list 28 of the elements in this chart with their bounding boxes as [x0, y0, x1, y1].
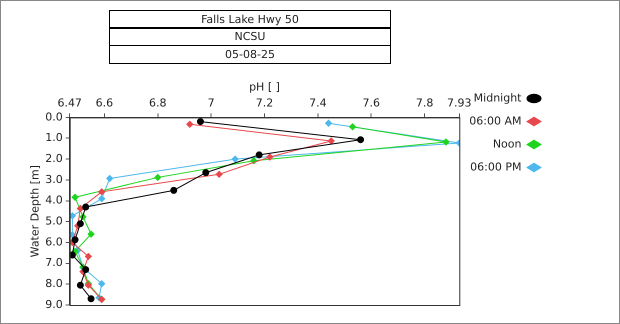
x-tick-label: 7.2	[256, 96, 274, 110]
text: 05-08-25	[109, 44, 391, 64]
x-tick-label: 6.47	[57, 96, 82, 110]
y-tick-label: 2.0	[45, 152, 63, 165]
x-tick-label: 7	[208, 96, 215, 110]
y-tick-label: 6.0	[45, 235, 63, 248]
legend-label: 06:00 AM	[469, 114, 522, 128]
legend-label: Noon	[492, 137, 522, 150]
x-tick-label: 6.8	[149, 96, 167, 110]
chart-title: Falls Lake Hwy 50	[109, 10, 391, 28]
y-axis-title: Water Depth [m]	[28, 165, 42, 258]
x-tick-label: 7.93	[447, 96, 472, 110]
x-axis-title: pH [ ]	[249, 80, 280, 94]
legend-label: 06:00 PM	[470, 160, 522, 174]
y-tick-label: 7.0	[45, 256, 63, 270]
y-tick-label: 4.0	[45, 194, 63, 207]
x-tick-label: 7.8	[416, 96, 434, 110]
y-tick-label: 3.0	[45, 172, 63, 186]
y-tick-label: 5.0	[45, 214, 63, 228]
y-tick-label: 9.0	[45, 298, 63, 311]
chart-subtitle: NCSU	[109, 27, 391, 46]
legend-label: Midnight	[474, 91, 522, 104]
x-tick-label: 7.6	[362, 96, 380, 110]
x-tick-label: 7.4	[309, 96, 327, 110]
x-tick-label: 6.6	[96, 96, 114, 110]
y-tick-label: 0.0	[45, 110, 63, 124]
y-tick-label: 8.0	[45, 277, 63, 290]
y-tick-label: 1.0	[45, 131, 63, 144]
